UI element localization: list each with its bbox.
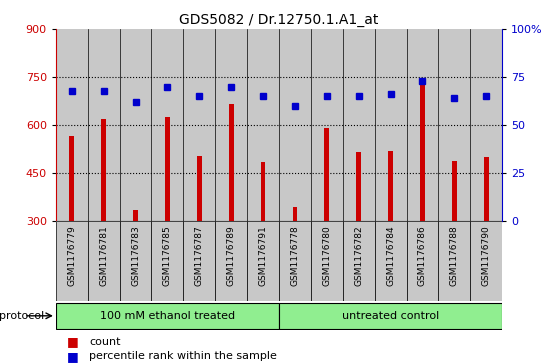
Text: percentile rank within the sample: percentile rank within the sample	[89, 351, 277, 362]
Bar	[374, 29, 407, 221]
Text: GSM1176785: GSM1176785	[163, 225, 172, 286]
Bar	[420, 82, 425, 221]
Bar	[343, 221, 374, 301]
Text: GSM1176782: GSM1176782	[354, 225, 363, 286]
Bar	[470, 29, 502, 221]
Text: GSM1176783: GSM1176783	[131, 225, 140, 286]
Bar	[279, 221, 311, 301]
Text: GSM1176787: GSM1176787	[195, 225, 204, 286]
Text: ■: ■	[67, 335, 79, 348]
Bar	[311, 221, 343, 301]
Text: GSM1176780: GSM1176780	[323, 225, 331, 286]
Bar	[407, 29, 439, 221]
Bar	[388, 151, 393, 221]
Bar	[343, 29, 374, 221]
Bar	[56, 221, 88, 301]
Bar	[279, 29, 311, 221]
Text: GSM1176778: GSM1176778	[291, 225, 300, 286]
Bar	[69, 136, 74, 221]
Title: GDS5082 / Dr.12750.1.A1_at: GDS5082 / Dr.12750.1.A1_at	[179, 13, 379, 26]
Bar	[56, 303, 279, 329]
Bar	[165, 117, 170, 221]
Bar	[151, 221, 184, 301]
Text: 100 mM ethanol treated: 100 mM ethanol treated	[100, 311, 235, 321]
Bar	[324, 129, 329, 221]
Bar	[88, 221, 119, 301]
Bar	[215, 221, 247, 301]
Bar	[292, 207, 297, 221]
Bar	[357, 152, 361, 221]
Text: GSM1176790: GSM1176790	[482, 225, 490, 286]
Bar	[184, 29, 215, 221]
Bar	[484, 157, 489, 221]
Text: GSM1176786: GSM1176786	[418, 225, 427, 286]
Bar	[197, 156, 201, 221]
Bar	[374, 221, 407, 301]
Bar	[151, 29, 184, 221]
Bar	[247, 221, 279, 301]
Bar	[119, 29, 151, 221]
Bar	[279, 303, 502, 329]
Bar	[311, 29, 343, 221]
Text: GSM1176781: GSM1176781	[99, 225, 108, 286]
Bar	[261, 162, 266, 221]
Bar	[184, 221, 215, 301]
Text: GSM1176788: GSM1176788	[450, 225, 459, 286]
Text: untreated control: untreated control	[342, 311, 439, 321]
Bar	[407, 221, 439, 301]
Text: GSM1176791: GSM1176791	[258, 225, 267, 286]
Text: GSM1176779: GSM1176779	[68, 225, 76, 286]
Bar	[119, 221, 151, 301]
Bar	[439, 221, 470, 301]
Text: protocol: protocol	[0, 311, 45, 321]
Bar	[229, 105, 234, 221]
Bar	[452, 160, 457, 221]
Text: count: count	[89, 337, 121, 347]
Bar	[470, 221, 502, 301]
Text: ■: ■	[67, 350, 79, 363]
Bar	[439, 29, 470, 221]
Bar	[101, 119, 106, 221]
Bar	[88, 29, 119, 221]
Text: GSM1176784: GSM1176784	[386, 225, 395, 286]
Bar	[247, 29, 279, 221]
Text: GSM1176789: GSM1176789	[227, 225, 235, 286]
Bar	[133, 210, 138, 221]
Bar	[215, 29, 247, 221]
Bar	[56, 29, 88, 221]
